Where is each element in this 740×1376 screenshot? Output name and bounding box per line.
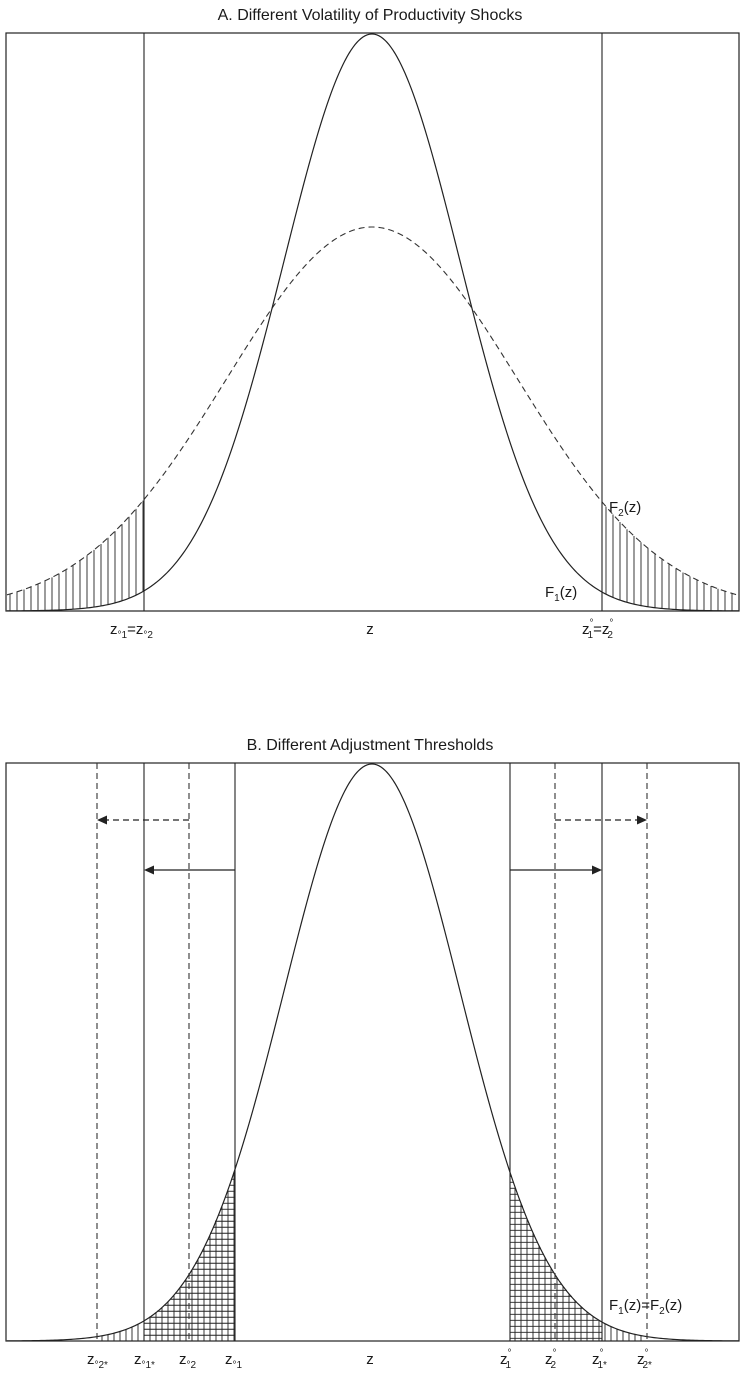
tick-label-zo2star: z°2* — [87, 1351, 108, 1371]
f1-density-curve — [6, 33, 740, 612]
panel-a-tail-shading — [9, 500, 733, 611]
panel-b-frame — [5, 762, 740, 1342]
panel-b: B. Different Adjustment Thresholds F1 — [5, 737, 740, 1371]
tick-label-z1star: z° 1* — [592, 1348, 607, 1371]
panel-a-frame — [5, 32, 740, 612]
tick-label-zo2: z°2 — [179, 1351, 196, 1371]
panel-a: A. Different Volatility of Productivity … — [5, 7, 740, 641]
shift-arrow-left-solid — [144, 865, 235, 875]
tick-label-z1: z° 1 — [500, 1348, 512, 1371]
common-curve-label: F1(z)=F2(z) — [609, 1297, 682, 1317]
common-density-curve — [6, 763, 740, 1342]
panel-a-left-threshold-label: z°1=z°2 — [110, 621, 153, 641]
f2-density-curve — [6, 226, 740, 596]
panel-b-title: B. Different Adjustment Thresholds — [247, 737, 494, 754]
tick-label-z2star: z° 2* — [637, 1348, 652, 1371]
tick-label-zo1star: z°1* — [134, 1351, 155, 1371]
shift-arrow-right-solid — [510, 865, 602, 875]
tick-label-z2: z° 2 — [545, 1348, 557, 1371]
f1-curve-label: F1(z) — [545, 584, 577, 604]
shift-arrow-right-dashed — [555, 815, 647, 825]
tick-label-zo1: z°1 — [225, 1351, 242, 1371]
panel-b-tail-shading — [101, 1172, 642, 1341]
panel-a-x-axis-label: z — [366, 621, 374, 638]
panel-a-title: A. Different Volatility of Productivity … — [218, 7, 523, 24]
panel-a-right-threshold-label: z° 1=z° 2 — [582, 618, 613, 641]
panel-b-threshold-labels: z°2* z°1* z°2 z°1 z° 1 z° 2 z° 1* z° 2* — [87, 1348, 652, 1371]
f2-curve-label: F2(z) — [609, 499, 641, 519]
shift-arrow-left-dashed — [97, 815, 189, 825]
panel-b-x-axis-label: z — [366, 1351, 374, 1368]
